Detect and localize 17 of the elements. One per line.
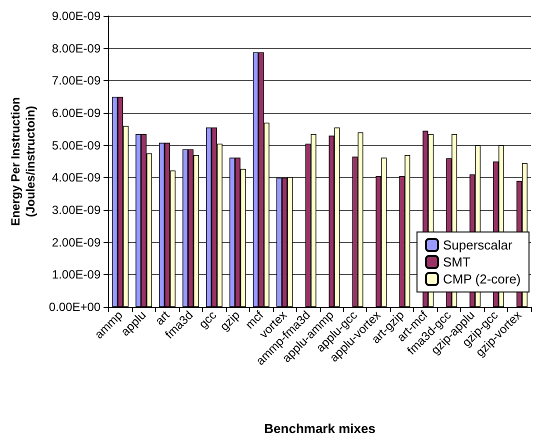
y-tick-label: 1.00E-09 — [52, 268, 101, 282]
y-tick-label: 2.00E-09 — [52, 235, 101, 250]
x-tick-label: gzip — [217, 308, 243, 334]
x-tick-label: gcc — [196, 308, 220, 332]
y-tick-label: 7.00E-09 — [52, 74, 101, 88]
y-tick-label: 4.00E-09 — [52, 170, 101, 185]
y-tick-label: 8.00E-09 — [52, 41, 101, 56]
x-axis-title: Benchmark mixes — [264, 421, 376, 436]
legend-label: Superscalar — [442, 238, 514, 252]
legend-label: CMP (2-core) — [442, 272, 521, 286]
y-tick-label: 3.00E-09 — [52, 203, 101, 217]
legend-label: SMT — [442, 254, 470, 270]
y-tick-label: 6.00E-09 — [52, 106, 101, 120]
y-tick-label: 9.00E-09 — [52, 9, 101, 23]
y-tick-label: 0.00E+00 — [48, 300, 101, 314]
y-tick-label: 5.00E-09 — [52, 138, 101, 152]
y-axis-title: Energy Per Instruction (Joules/instructoin) — [8, 97, 38, 226]
